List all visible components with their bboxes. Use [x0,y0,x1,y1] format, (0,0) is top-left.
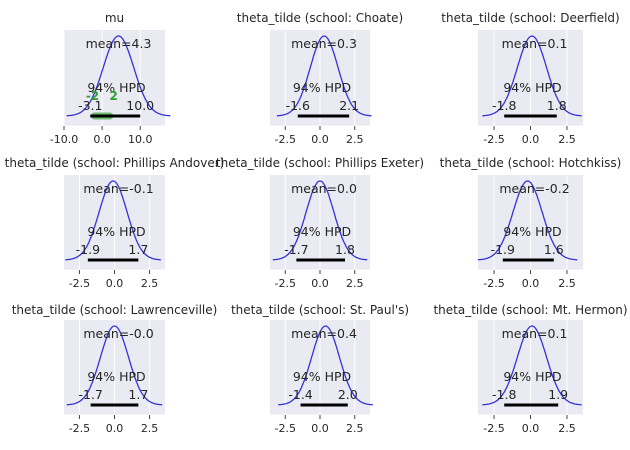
x-tick-label: 0.0 [311,133,329,146]
hpd-label: 94% HPD [293,80,351,95]
mean-label: mean=0.1 [502,36,568,51]
hpd-upper-label: 10.0 [126,98,154,113]
hpd-lower-label: -1.4 [288,387,312,402]
x-tick-label: 2.5 [558,277,576,290]
x-tick-label: -2.5 [483,277,504,290]
plot-background [64,30,165,126]
x-tick-label: 0.0 [93,133,111,146]
hpd-upper-label: 1.7 [128,242,148,257]
x-tick-label: -2.5 [483,133,504,146]
subplot-title: theta_tilde (school: Deerfield) [441,11,619,25]
x-tick-label: 0.0 [311,422,329,435]
hpd-lower-label: -1.7 [78,387,102,402]
subplot-3: theta_tilde (school: Deerfield) mean=0.1 9… [441,11,619,146]
hpd-upper-label: 2.1 [339,98,359,113]
hpd-label: 94% HPD [503,224,561,239]
subplot-2: theta_tilde (school: Choate) mean=0.3 94% … [237,11,403,146]
mean-label: mean=0.0 [291,181,357,196]
x-tick-label: 0.0 [106,422,124,435]
subplot-5: theta_tilde (school: Phillips Exeter) mea… [216,156,424,290]
density-curve [66,35,171,117]
mean-label: mean=0.4 [291,326,357,341]
density-curve [65,180,161,261]
hpd-label: 94% HPD [293,224,351,239]
subplot-title: theta_tilde (school: St. Paul's) [231,303,409,317]
hpd-lower-label: -1.9 [76,242,100,257]
subplot-7: theta_tilde (school: Lawrenceville) mean=… [12,303,218,435]
x-tick-label: 0.0 [522,422,540,435]
subplot-title: theta_tilde (school: Mt. Hermon) [433,303,627,317]
mean-label: mean=-0.1 [83,181,153,196]
hpd-upper-label: 1.8 [335,242,355,257]
hpd-upper-label: 2.0 [338,387,358,402]
x-tick-label: -2.5 [275,422,296,435]
hpd-label: 94% HPD [503,369,561,384]
density-curve [477,180,578,261]
density-curve [272,180,368,261]
hpd-lower-label: -1.8 [492,98,516,113]
hpd-upper-label: 1.7 [128,387,148,402]
x-tick-label: 0.0 [522,277,540,290]
hpd-label: 94% HPD [293,369,351,384]
mean-label: mean=4.3 [86,36,152,51]
x-tick-label: 2.5 [141,422,159,435]
hpd-lower-label: -1.8 [492,387,516,402]
hpd-label: 94% HPD [87,80,145,95]
x-tick-label: 2.5 [558,422,576,435]
density-curve [66,325,163,406]
density-curve [276,35,372,117]
hpd-label: 94% HPD [87,369,145,384]
subplot-title: theta_tilde (school: Phillips Andover) [5,156,225,170]
x-tick-label: -2.5 [483,422,504,435]
density-curve [278,325,373,406]
hpd-upper-label: 1.9 [548,387,568,402]
x-tick-label: -2.5 [275,133,296,146]
mean-label: mean=-0.0 [83,326,153,341]
x-tick-label: 0.0 [522,133,540,146]
hpd-label: 94% HPD [87,224,145,239]
x-tick-label: 10.0 [128,133,153,146]
subplot-title: theta_tilde (school: Lawrenceville) [12,303,218,317]
subplot-title: theta_tilde (school: Choate) [237,11,403,25]
hpd-upper-label: 1.6 [544,242,564,257]
density-curve [482,35,582,117]
subplot-title: theta_tilde (school: Phillips Exeter) [216,156,424,170]
hpd-lower-label: -1.7 [284,242,308,257]
hpd-lower-label: -1.6 [286,98,310,113]
subplot-4: theta_tilde (school: Phillips Andover) me… [5,156,225,290]
x-tick-label: 2.5 [346,133,364,146]
x-tick-label: 2.5 [346,422,364,435]
mean-label: mean=-0.2 [499,181,569,196]
rope-lower-label: -2 [86,89,99,103]
mean-label: mean=0.3 [291,36,357,51]
subplot-1: mu mean=4.3 94% HPD -3.1 10.0 -2 2 -10.0 0.0 10.0 [50,11,171,146]
subplot-title: mu [105,11,124,25]
x-tick-label: 2.5 [141,277,159,290]
subplot-6: theta_tilde (school: Hotchkiss) mean=-0.2… [440,156,622,290]
hpd-label: 94% HPD [503,80,561,95]
density-curve [482,325,582,406]
x-tick-label: 2.5 [558,133,576,146]
x-tick-label: 2.5 [346,277,364,290]
subplot-8: theta_tilde (school: St. Paul's) mean=0.4… [231,303,409,435]
subplot-title: theta_tilde (school: Hotchkiss) [440,156,622,170]
x-tick-label: -2.5 [69,277,90,290]
x-tick-label: 0.0 [311,277,329,290]
subplot-9: theta_tilde (school: Mt. Hermon) mean=0.1… [433,303,627,435]
x-tick-label: -10.0 [50,133,78,146]
x-tick-label: 0.0 [106,277,124,290]
rope-upper-label: 2 [110,89,118,103]
hpd-lower-label: -1.9 [491,242,515,257]
mean-label: mean=0.1 [502,326,568,341]
hpd-upper-label: 1.8 [547,98,567,113]
x-tick-label: -2.5 [69,422,90,435]
x-tick-label: -2.5 [275,277,296,290]
hpd-lower-label: -3.1 [78,98,102,113]
